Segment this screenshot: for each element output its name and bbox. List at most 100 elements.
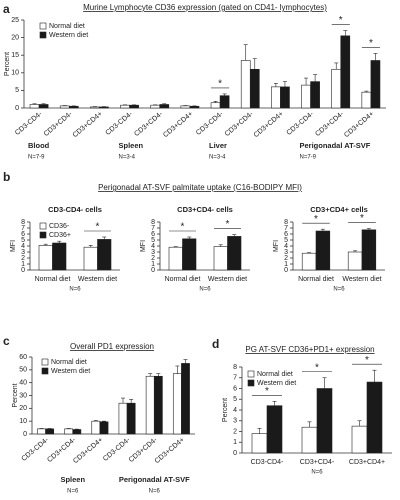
bar	[99, 421, 109, 435]
legend-swatch	[39, 22, 47, 30]
y-tick-label: 6	[284, 231, 288, 238]
y-tick-label: 0	[151, 267, 155, 274]
y-tick-label: 15	[11, 52, 19, 59]
y-tick-label: 2	[233, 428, 237, 435]
y-tick-label: 0	[21, 267, 25, 274]
legend-label: Normal diet	[257, 371, 293, 378]
bar	[240, 60, 251, 109]
x-tick-label: Normal diet	[35, 276, 71, 283]
bar	[213, 246, 228, 271]
y-tick-label: 0	[15, 105, 19, 112]
y-tick-label: 4	[284, 243, 288, 250]
bar	[301, 84, 311, 109]
y-axis-label: MFI	[140, 240, 147, 252]
bar	[351, 425, 368, 454]
group-label: Spleen	[119, 141, 144, 150]
x-tick-label: Normal diet	[298, 276, 334, 283]
y-tick-label: 4	[233, 407, 237, 414]
legend-label: CD36+	[49, 232, 71, 239]
bar	[366, 381, 383, 454]
bar	[340, 35, 351, 109]
y-tick-label: 7	[233, 375, 237, 382]
y-tick-label: 1	[151, 261, 155, 268]
y-tick-label: 6	[233, 385, 237, 392]
significance-star: *	[96, 222, 100, 233]
significance-star: *	[315, 362, 319, 373]
x-tick-label: CD3-CD4-	[251, 459, 284, 466]
y-tick-label: 4	[21, 243, 25, 250]
y-tick-label: 20	[19, 405, 27, 412]
y-tick-label: 7	[284, 225, 288, 232]
legend-label: Western diet	[257, 380, 296, 387]
legend-swatch	[39, 222, 47, 230]
x-tick-label: CD3+CD4+	[154, 437, 186, 466]
bar	[59, 105, 70, 109]
x-tick-label: CD3+CD4+	[162, 111, 194, 140]
y-tick-label: 5	[15, 87, 19, 94]
group-label: Perigonadal AT-SVF	[119, 475, 190, 484]
legend-swatch	[39, 31, 47, 39]
bar	[83, 246, 98, 271]
y-tick-label: 3	[21, 249, 25, 256]
legend-label: Western diet	[51, 368, 90, 375]
x-tick-label: CD3+CD4+	[343, 111, 375, 140]
significance-star: *	[181, 222, 185, 233]
x-tick-label: Western diet	[342, 276, 381, 283]
n-label: N=6	[311, 470, 323, 476]
y-tick-label: 0	[23, 431, 27, 438]
bar	[271, 86, 281, 109]
bar	[52, 242, 67, 271]
bar	[159, 104, 170, 109]
y-tick-label: 5	[233, 396, 237, 403]
legend-swatch	[247, 370, 255, 378]
y-axis-label: Percent	[4, 52, 11, 76]
y-axis-label: MFI	[273, 240, 280, 252]
y-tick-label: 1	[284, 261, 288, 268]
y-tick-label: 25	[11, 17, 19, 24]
bar	[29, 104, 40, 109]
x-tick-label: CD3+CD4-	[133, 110, 164, 138]
bar	[182, 238, 197, 271]
y-axis-label: Percent	[12, 383, 19, 407]
chart-title: PG AT-SVF CD36+PD1+ expression	[245, 345, 374, 354]
legend-swatch	[41, 367, 49, 375]
x-tick-label: CD3+CD4-	[300, 459, 335, 466]
chart-subtitle: CD3+CD4+ cells	[310, 205, 368, 214]
panel-letter: c	[3, 334, 10, 348]
significance-star: *	[265, 386, 269, 397]
y-tick-label: 60	[19, 354, 27, 361]
y-tick-label: 6	[151, 231, 155, 238]
legend-label: Normal diet	[51, 359, 87, 366]
bar	[72, 429, 82, 435]
x-tick-label: CD3+CD4+	[72, 437, 104, 466]
chart-title: Overall PD1 expression	[70, 342, 154, 351]
y-tick-label: 8	[284, 219, 288, 226]
bar	[227, 236, 242, 271]
bar	[150, 104, 161, 109]
group-label: Spleen	[60, 475, 85, 484]
panel-letter: b	[3, 170, 10, 184]
significance-star: *	[369, 38, 373, 49]
group-label: Liver	[209, 141, 227, 150]
bar	[99, 106, 109, 109]
bar	[38, 104, 49, 109]
bar	[45, 428, 55, 435]
bar	[370, 60, 381, 109]
x-tick-label: CD3+CD4+	[253, 111, 285, 140]
x-tick-label: CD3-CD4-	[195, 110, 225, 137]
bar	[118, 402, 128, 435]
bar	[310, 81, 320, 109]
chart-title: Perigonadal AT-SVF palmitate uptake (C16…	[98, 183, 302, 192]
n-label: N=6	[333, 287, 345, 293]
bar	[181, 363, 190, 435]
bar	[38, 245, 53, 271]
bar	[219, 95, 230, 109]
bar	[64, 428, 74, 435]
y-tick-label: 3	[284, 249, 288, 256]
n-label: N=6	[199, 287, 211, 293]
group-label: Blood	[28, 141, 50, 150]
y-tick-label: 1	[21, 261, 25, 268]
x-tick-label: Western diet	[78, 276, 117, 283]
bar	[301, 252, 317, 271]
